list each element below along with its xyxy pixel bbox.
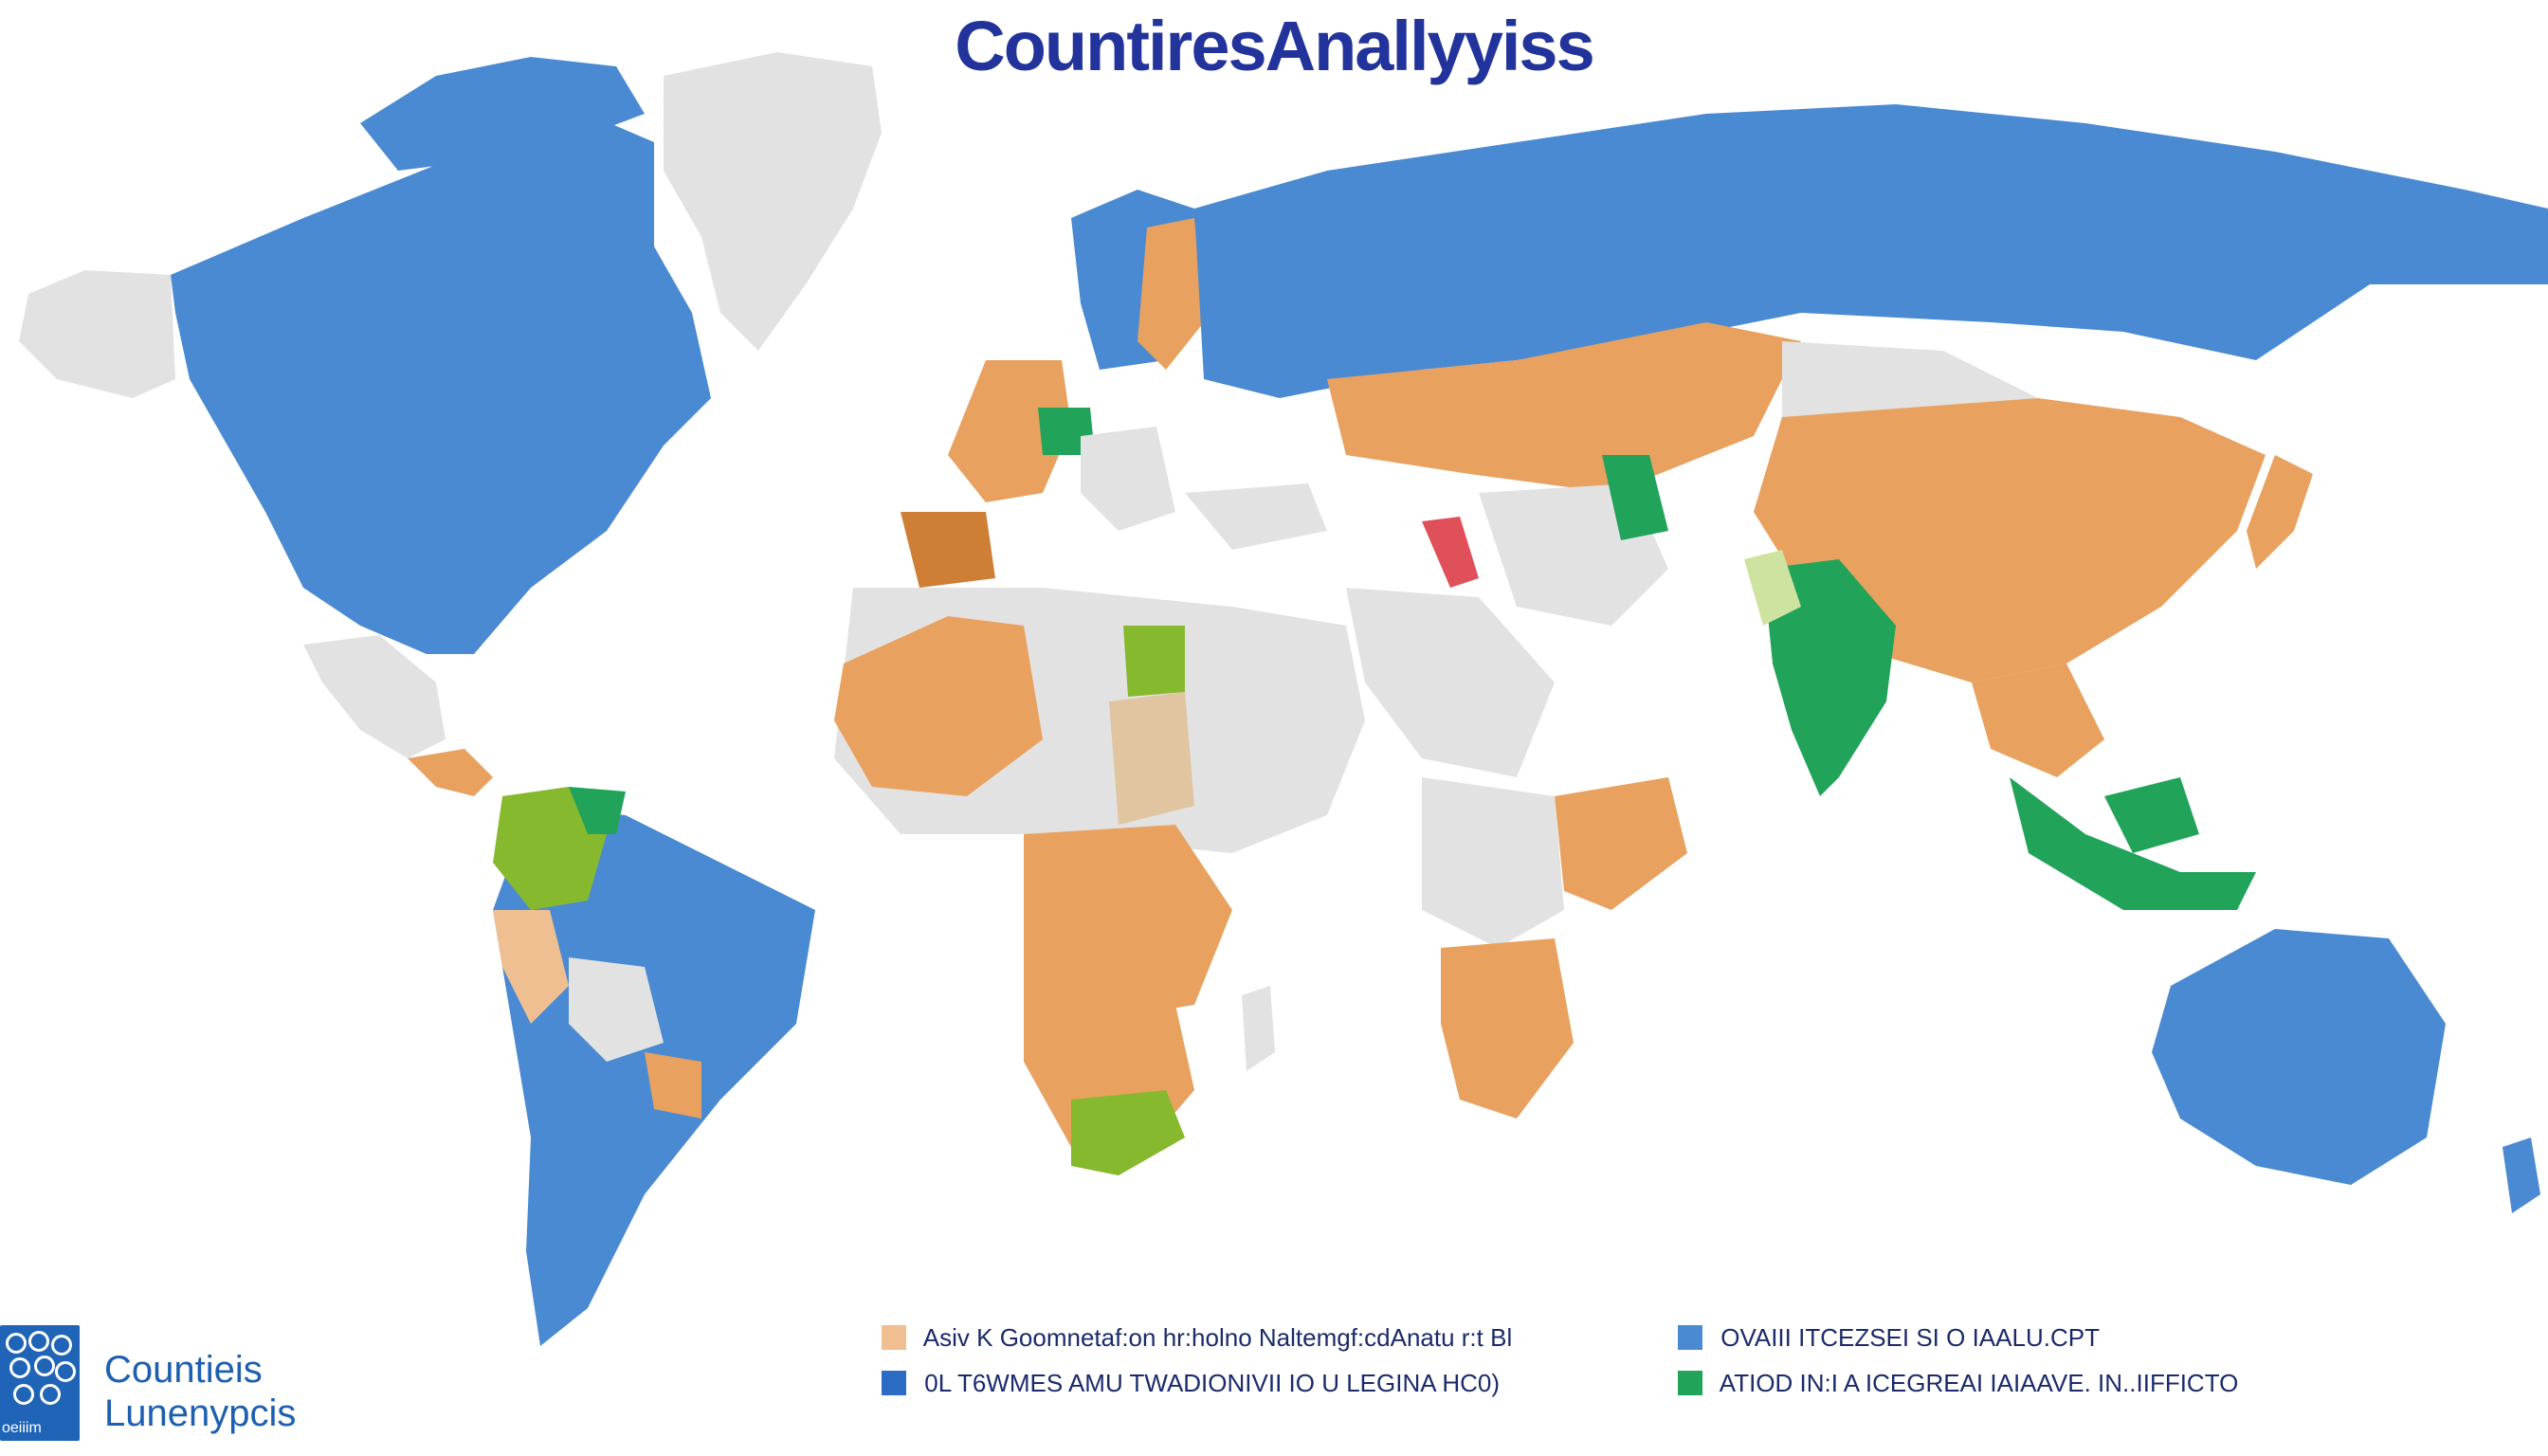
region-alaska	[19, 270, 175, 398]
legend-label: ATIOD IN:I A ICEGREAI IAIAAVE. IN..IIFFI…	[1719, 1369, 2239, 1397]
region-eastern-europe	[1081, 427, 1175, 531]
region-colombia	[493, 787, 607, 910]
brand-block: oeiiim Countieis Lunenypcis	[0, 1325, 398, 1448]
brand-name-line1: Countieis	[104, 1349, 263, 1391]
legend-label: 0L T6WMES AMU TWADIONIVII IO U LEGINA HC…	[924, 1369, 1501, 1397]
region-east-africa	[1555, 777, 1687, 910]
region-horn-of-africa	[1422, 777, 1564, 948]
region-caucasus	[1422, 517, 1479, 588]
region-greenland	[664, 52, 882, 351]
region-egypt	[1123, 626, 1185, 697]
legend-label: OVAIII ITCEZSEI SI O IAALU.CPT	[1720, 1323, 2100, 1352]
region-new-zealand	[2502, 1138, 2540, 1213]
legend-item: ATIOD IN:I A ICEGREAI IAIAAVE. IN..IIFFI…	[1678, 1369, 2238, 1414]
legend-swatch	[1678, 1325, 1702, 1350]
region-afghanistan	[1602, 455, 1668, 540]
region-madagascar	[1242, 986, 1275, 1071]
region-paraguay	[645, 1052, 701, 1119]
logo-caption: oeiiim	[2, 1420, 42, 1436]
region-western-europe	[948, 360, 1071, 502]
legend-right: OVAIII ITCEZSEI SI O IAALU.CPT ATIOD IN:…	[1678, 1323, 2238, 1414]
region-indonesia	[2010, 777, 2256, 910]
legend-item: OVAIII ITCEZSEI SI O IAALU.CPT	[1678, 1323, 2238, 1369]
legend-left: Asiv K Goomnetaf:on hr:holno Naltemgf:cd…	[882, 1323, 1512, 1414]
region-central-america	[408, 749, 493, 796]
region-mexico	[303, 635, 446, 758]
region-west-africa	[834, 616, 1043, 796]
region-central-asia	[1327, 322, 1801, 493]
region-pakistan	[1744, 550, 1801, 626]
globe-cluster-icon: oeiiim	[0, 1325, 80, 1441]
map-title: CountiresAnallyyiss	[955, 7, 1594, 85]
region-peru	[493, 910, 569, 1024]
brand-name: Countieis Lunenypcis	[104, 1348, 296, 1435]
region-bolivia	[569, 957, 664, 1062]
region-south-africa	[1071, 1090, 1185, 1175]
region-japan	[2247, 455, 2313, 569]
region-north-america	[171, 114, 711, 654]
region-india	[1763, 559, 1896, 796]
region-arctic-islands	[360, 57, 645, 171]
region-finland-baltic	[1138, 218, 1204, 370]
region-arabia	[1346, 588, 1555, 777]
region-mozambique	[1441, 938, 1574, 1119]
region-russia	[1194, 104, 2548, 398]
legend-swatch	[882, 1325, 906, 1350]
region-iberia	[901, 512, 995, 588]
legend-swatch	[1678, 1371, 1702, 1395]
legend-label: Asiv K Goomnetaf:on hr:holno Naltemgf:cd…	[922, 1323, 1513, 1352]
legend-item: Asiv K Goomnetaf:on hr:holno Naltemgf:cd…	[882, 1323, 1512, 1369]
region-australia	[2152, 929, 2446, 1185]
region-mainland-southeast-asia	[1972, 664, 2104, 777]
region-turkey	[1185, 483, 1327, 550]
legend-swatch	[882, 1371, 906, 1395]
region-borneo	[2104, 777, 2199, 853]
legend-item: 0L T6WMES AMU TWADIONIVII IO U LEGINA HC…	[882, 1369, 1512, 1414]
brand-name-line2: Lunenypcis	[104, 1392, 297, 1434]
region-sudan	[1109, 692, 1194, 825]
region-venezuela	[569, 787, 626, 834]
